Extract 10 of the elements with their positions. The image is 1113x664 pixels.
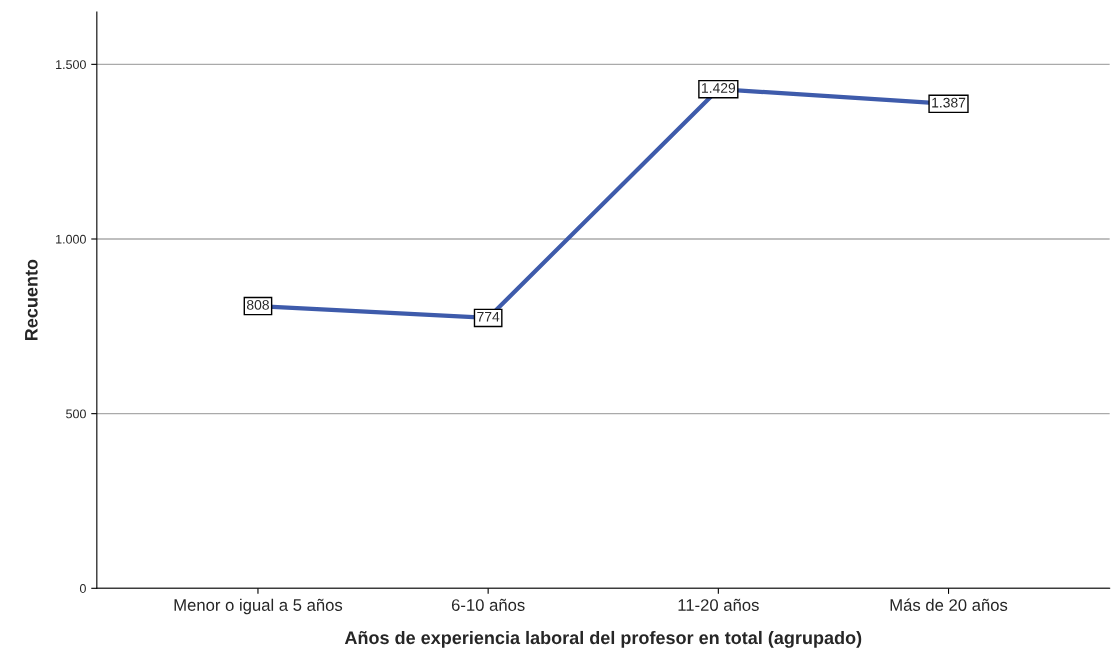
x-tick-label: 6-10 años	[451, 598, 525, 611]
x-tick-label: 11-20 años	[678, 598, 759, 611]
y-axis-title: Recuento	[25, 259, 38, 341]
x-tick-label: Más de 20 años	[890, 598, 1008, 611]
x-tick-label: Menor o igual a 5 años	[174, 598, 343, 615]
x-axis-title: Años de experiencia laboral del profesor en total (agrupado)	[344, 630, 862, 648]
y-tick-label: 0	[79, 584, 86, 593]
y-tick-label: 500	[66, 409, 86, 419]
y-tick-label: 1.500	[56, 60, 86, 69]
y-tick-label: 1.000	[56, 234, 86, 244]
